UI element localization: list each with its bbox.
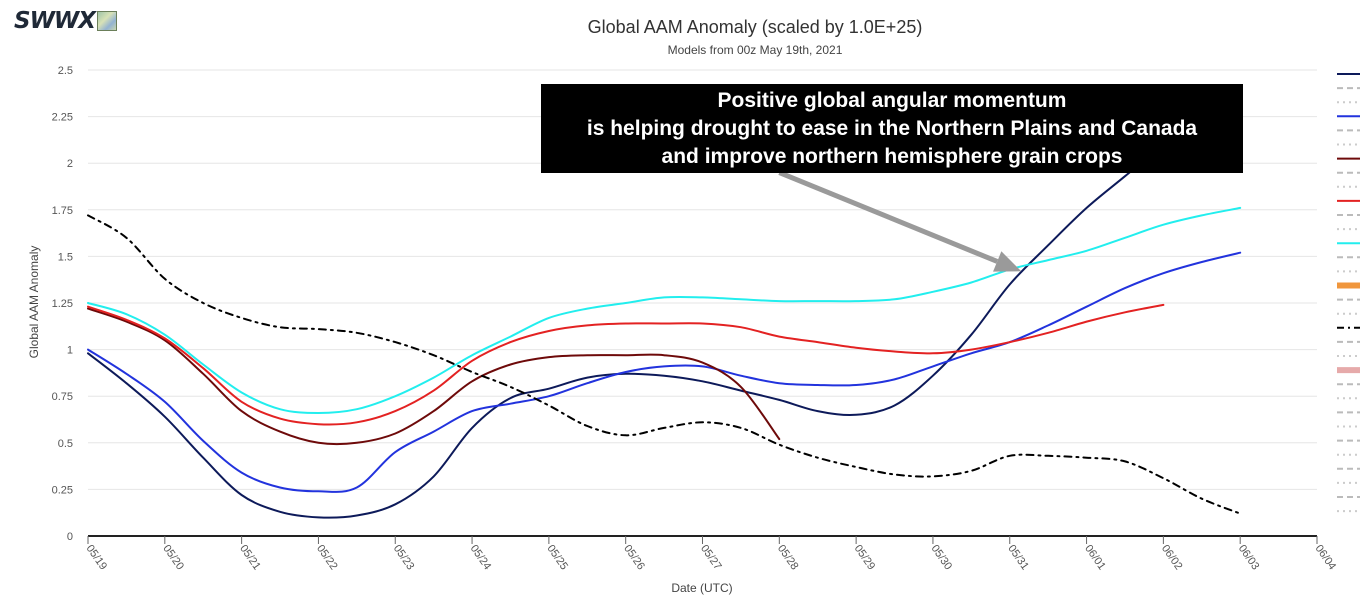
x-tick-label: 05/25 <box>544 543 570 572</box>
annotation-arrow-shaft <box>778 170 999 264</box>
y-tick-label: 0.75 <box>52 391 73 403</box>
x-tick-label: 05/22 <box>314 543 340 572</box>
x-tick-label: 05/27 <box>698 543 724 572</box>
annotation-callout: Positive global angular momentum is help… <box>541 84 1243 173</box>
map-icon <box>97 11 118 31</box>
series-line-4 <box>87 303 1165 426</box>
x-tick-label: 06/01 <box>1082 543 1108 572</box>
annotation-line-1: Positive global angular momentum <box>717 88 1067 112</box>
series-line-6 <box>87 214 1242 515</box>
x-tick-label: 05/19 <box>84 543 110 572</box>
y-tick-label: 0.5 <box>58 438 73 450</box>
y-tick-label: 1.5 <box>58 251 73 263</box>
logo-text: SWWX <box>14 8 96 34</box>
x-axis-ticks: 05/19 05/20 05/21 05/22 05/23 05/24 05/25 05/26… <box>84 536 1339 572</box>
series-line-3 <box>87 307 781 446</box>
y-axis-ticks: 0 0.25 0.5 0.75 1 1.25 1.5 1.75 2 2.25 2.5 <box>52 65 73 543</box>
x-tick-label: 05/26 <box>621 543 647 572</box>
y-tick-label: 1.25 <box>52 298 73 310</box>
x-tick-label: 06/03 <box>1236 543 1262 572</box>
annotation-arrow-layer <box>778 170 1022 272</box>
y-tick-label: 2 <box>67 158 73 170</box>
series-lines <box>87 110 1242 519</box>
series-line-2 <box>87 251 1242 493</box>
legend <box>1337 73 1360 513</box>
x-tick-label: 05/29 <box>852 543 878 572</box>
series-line-1 <box>87 110 1203 519</box>
y-tick-label: 2.5 <box>58 65 73 77</box>
x-tick-label: 05/21 <box>237 543 263 572</box>
y-axis-title: Global AAM Anomaly <box>27 246 41 359</box>
annotation-arrow-head <box>993 251 1022 272</box>
y-tick-label: 0.25 <box>52 484 73 496</box>
x-tick-label: 05/20 <box>160 543 186 572</box>
x-tick-label: 06/02 <box>1159 543 1185 572</box>
x-tick-label: 05/31 <box>1005 543 1031 572</box>
y-tick-label: 1 <box>67 345 73 357</box>
annotation-line-3: and improve northern hemisphere grain cr… <box>661 144 1123 168</box>
chart-title: Global AAM Anomaly (scaled by 1.0E+25) <box>587 17 923 37</box>
y-tick-label: 2.25 <box>52 112 73 124</box>
y-tick-label: 0 <box>67 531 73 543</box>
chart-subtitle: Models from 00z May 19th, 2021 <box>667 43 843 57</box>
x-axis-title: Date (UTC) <box>671 581 732 595</box>
x-tick-label: 06/04 <box>1313 543 1339 572</box>
annotation-line-2: is helping drought to ease in the Northe… <box>586 116 1198 140</box>
y-tick-label: 1.75 <box>52 205 73 217</box>
x-tick-label: 05/30 <box>928 543 954 572</box>
x-tick-label: 05/24 <box>468 543 494 572</box>
logo: SWWX <box>14 8 118 34</box>
x-tick-label: 05/23 <box>391 543 417 572</box>
series-line-5 <box>87 206 1242 414</box>
x-tick-label: 05/28 <box>775 543 801 572</box>
